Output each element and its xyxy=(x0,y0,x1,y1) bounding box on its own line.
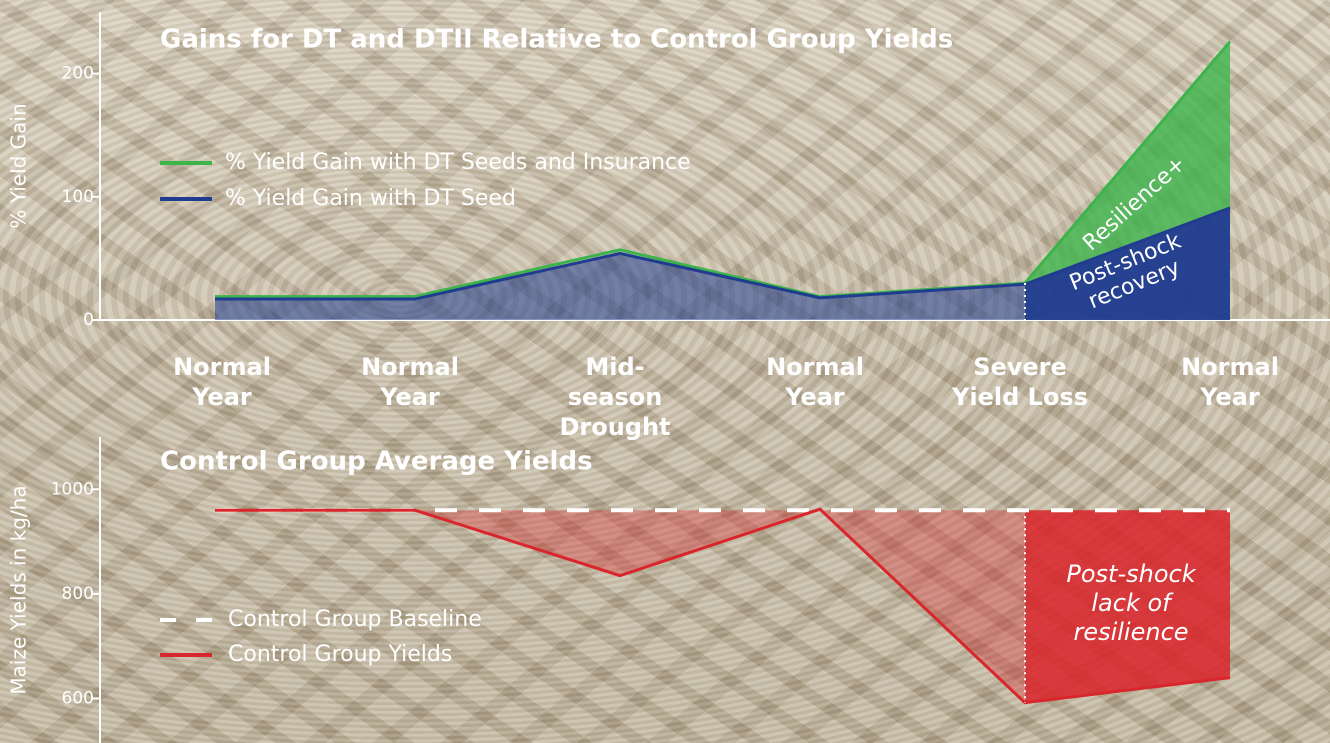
y-axis-label: Maize Yields in kg/ha xyxy=(7,485,31,694)
x-tick-label: Normal Year xyxy=(173,353,271,411)
legend-label: % Yield Gain with DT Seeds and Insurance xyxy=(225,150,691,175)
loss-area-segment xyxy=(1025,510,1230,703)
chart-title: Control Group Average Yields xyxy=(160,447,593,477)
legend-label: Control Group Baseline xyxy=(228,607,482,632)
y-tick-label: 1000 xyxy=(51,479,94,499)
x-tick-label: Normal Year xyxy=(361,353,459,411)
line-green xyxy=(215,40,1232,299)
x-tick-label: Normal Year xyxy=(766,353,864,411)
line-red xyxy=(215,507,1231,705)
y-tick-label: 600 xyxy=(62,689,94,709)
legend-label: % Yield Gain with DT Seed xyxy=(225,186,516,211)
x-tick-label: Normal Year xyxy=(1181,353,1279,411)
loss-area xyxy=(215,509,1230,703)
y-tick-label: 100 xyxy=(62,187,94,207)
y-axis-label: % Yield Gain xyxy=(7,103,31,228)
line-blue xyxy=(215,206,1231,301)
y-tick-label: 800 xyxy=(62,584,94,604)
x-tick-label: Mid-season Drought xyxy=(559,353,671,441)
y-tick-label: 200 xyxy=(62,64,94,84)
y-tick-label: 0 xyxy=(83,310,94,330)
annotation: Post-shock lack of resilience xyxy=(1066,560,1196,646)
area-blue xyxy=(215,207,1230,320)
area-blue-segment xyxy=(1025,207,1230,320)
legend-label: Control Group Yields xyxy=(228,642,452,667)
x-tick-label: Severe Yield Loss xyxy=(952,353,1088,411)
chart-title: Gains for DT and DTII Relative to Contro… xyxy=(160,25,953,55)
